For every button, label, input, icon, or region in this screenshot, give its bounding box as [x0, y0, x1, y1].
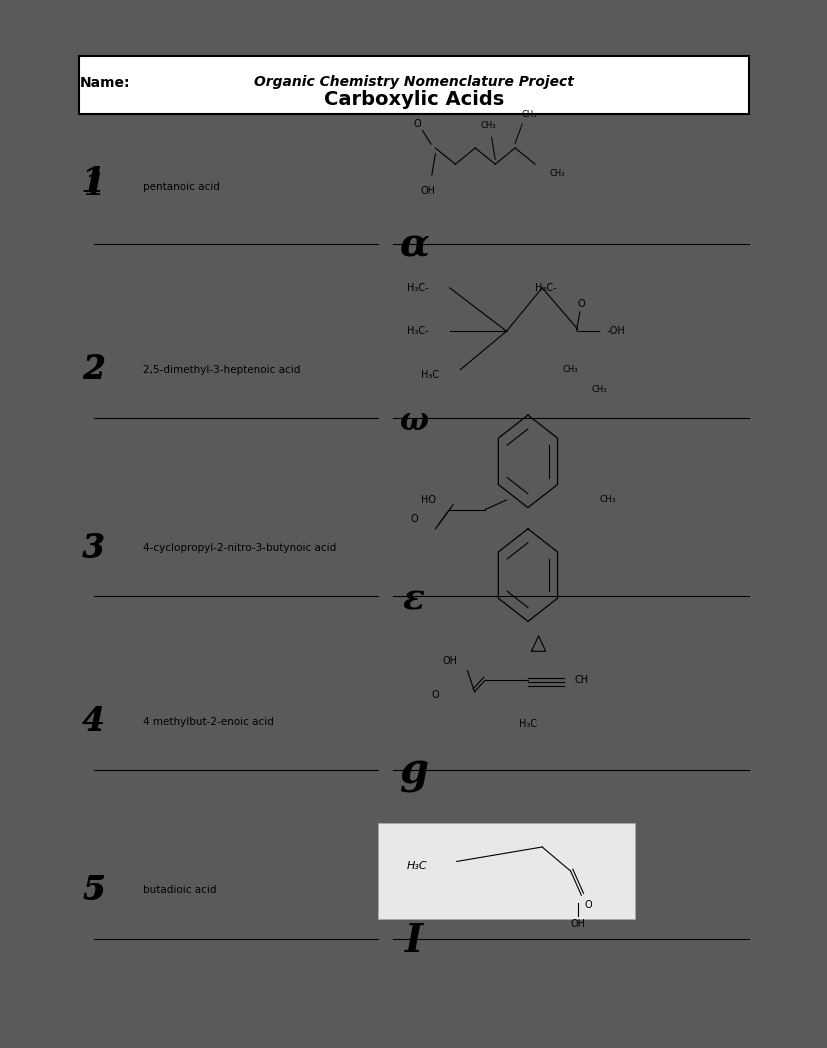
Text: HO: HO [420, 495, 435, 505]
Text: I: I [404, 921, 423, 960]
Text: g: g [399, 750, 428, 792]
Text: 1: 1 [83, 171, 104, 202]
Text: -OH: -OH [605, 326, 624, 336]
Text: OH: OH [570, 919, 585, 930]
Text: O: O [584, 900, 591, 910]
Text: 5: 5 [83, 875, 104, 905]
Text: Organic Chemistry Nomenclature Project: Organic Chemistry Nomenclature Project [254, 74, 573, 89]
Text: O: O [431, 690, 438, 700]
Text: 4 methylbut-2-enoic acid: 4 methylbut-2-enoic acid [143, 717, 274, 726]
Text: H₃C-: H₃C- [406, 283, 428, 292]
Text: 2: 2 [82, 353, 105, 387]
Text: CH: CH [573, 675, 588, 685]
Text: H₃C-: H₃C- [534, 283, 556, 292]
Text: 5: 5 [82, 874, 105, 907]
Text: Carboxylic Acids: Carboxylic Acids [323, 90, 504, 109]
Text: 2: 2 [83, 354, 104, 386]
Text: H₃C: H₃C [421, 370, 438, 379]
Text: H₃C-: H₃C- [406, 326, 428, 336]
Text: CH₃: CH₃ [562, 366, 578, 374]
Text: Name:: Name: [79, 75, 130, 90]
Text: 3: 3 [83, 532, 104, 564]
Text: 3: 3 [82, 531, 105, 565]
Text: CH₃: CH₃ [590, 385, 606, 393]
Text: CH₃: CH₃ [480, 122, 495, 130]
Text: 4: 4 [83, 706, 104, 737]
Text: 4-cyclopropyl-2-nitro-3-butynoic acid: 4-cyclopropyl-2-nitro-3-butynoic acid [143, 543, 337, 553]
Text: 2,5-dimethyl-3-heptenoic acid: 2,5-dimethyl-3-heptenoic acid [143, 365, 300, 375]
Text: α: α [399, 225, 428, 263]
Text: CH₃: CH₃ [548, 170, 564, 178]
Text: O: O [414, 118, 421, 129]
Text: butadioic acid: butadioic acid [143, 886, 217, 895]
Text: O: O [409, 515, 418, 524]
Bar [79, 57, 748, 114]
Text: CH₃: CH₃ [521, 110, 537, 118]
Text: H₃C: H₃C [519, 719, 537, 728]
Text: CH₃: CH₃ [599, 496, 615, 504]
Text: ω: ω [399, 407, 428, 437]
Text: pentanoic acid: pentanoic acid [143, 181, 220, 192]
Bar [378, 823, 634, 919]
Text: O: O [576, 299, 585, 309]
Text: OH: OH [420, 187, 435, 196]
Text: H₃C: H₃C [406, 861, 427, 871]
Text: ε: ε [403, 583, 424, 616]
Text: OH: OH [442, 656, 457, 665]
Text: 1: 1 [81, 165, 106, 199]
Text: 4: 4 [82, 705, 105, 738]
